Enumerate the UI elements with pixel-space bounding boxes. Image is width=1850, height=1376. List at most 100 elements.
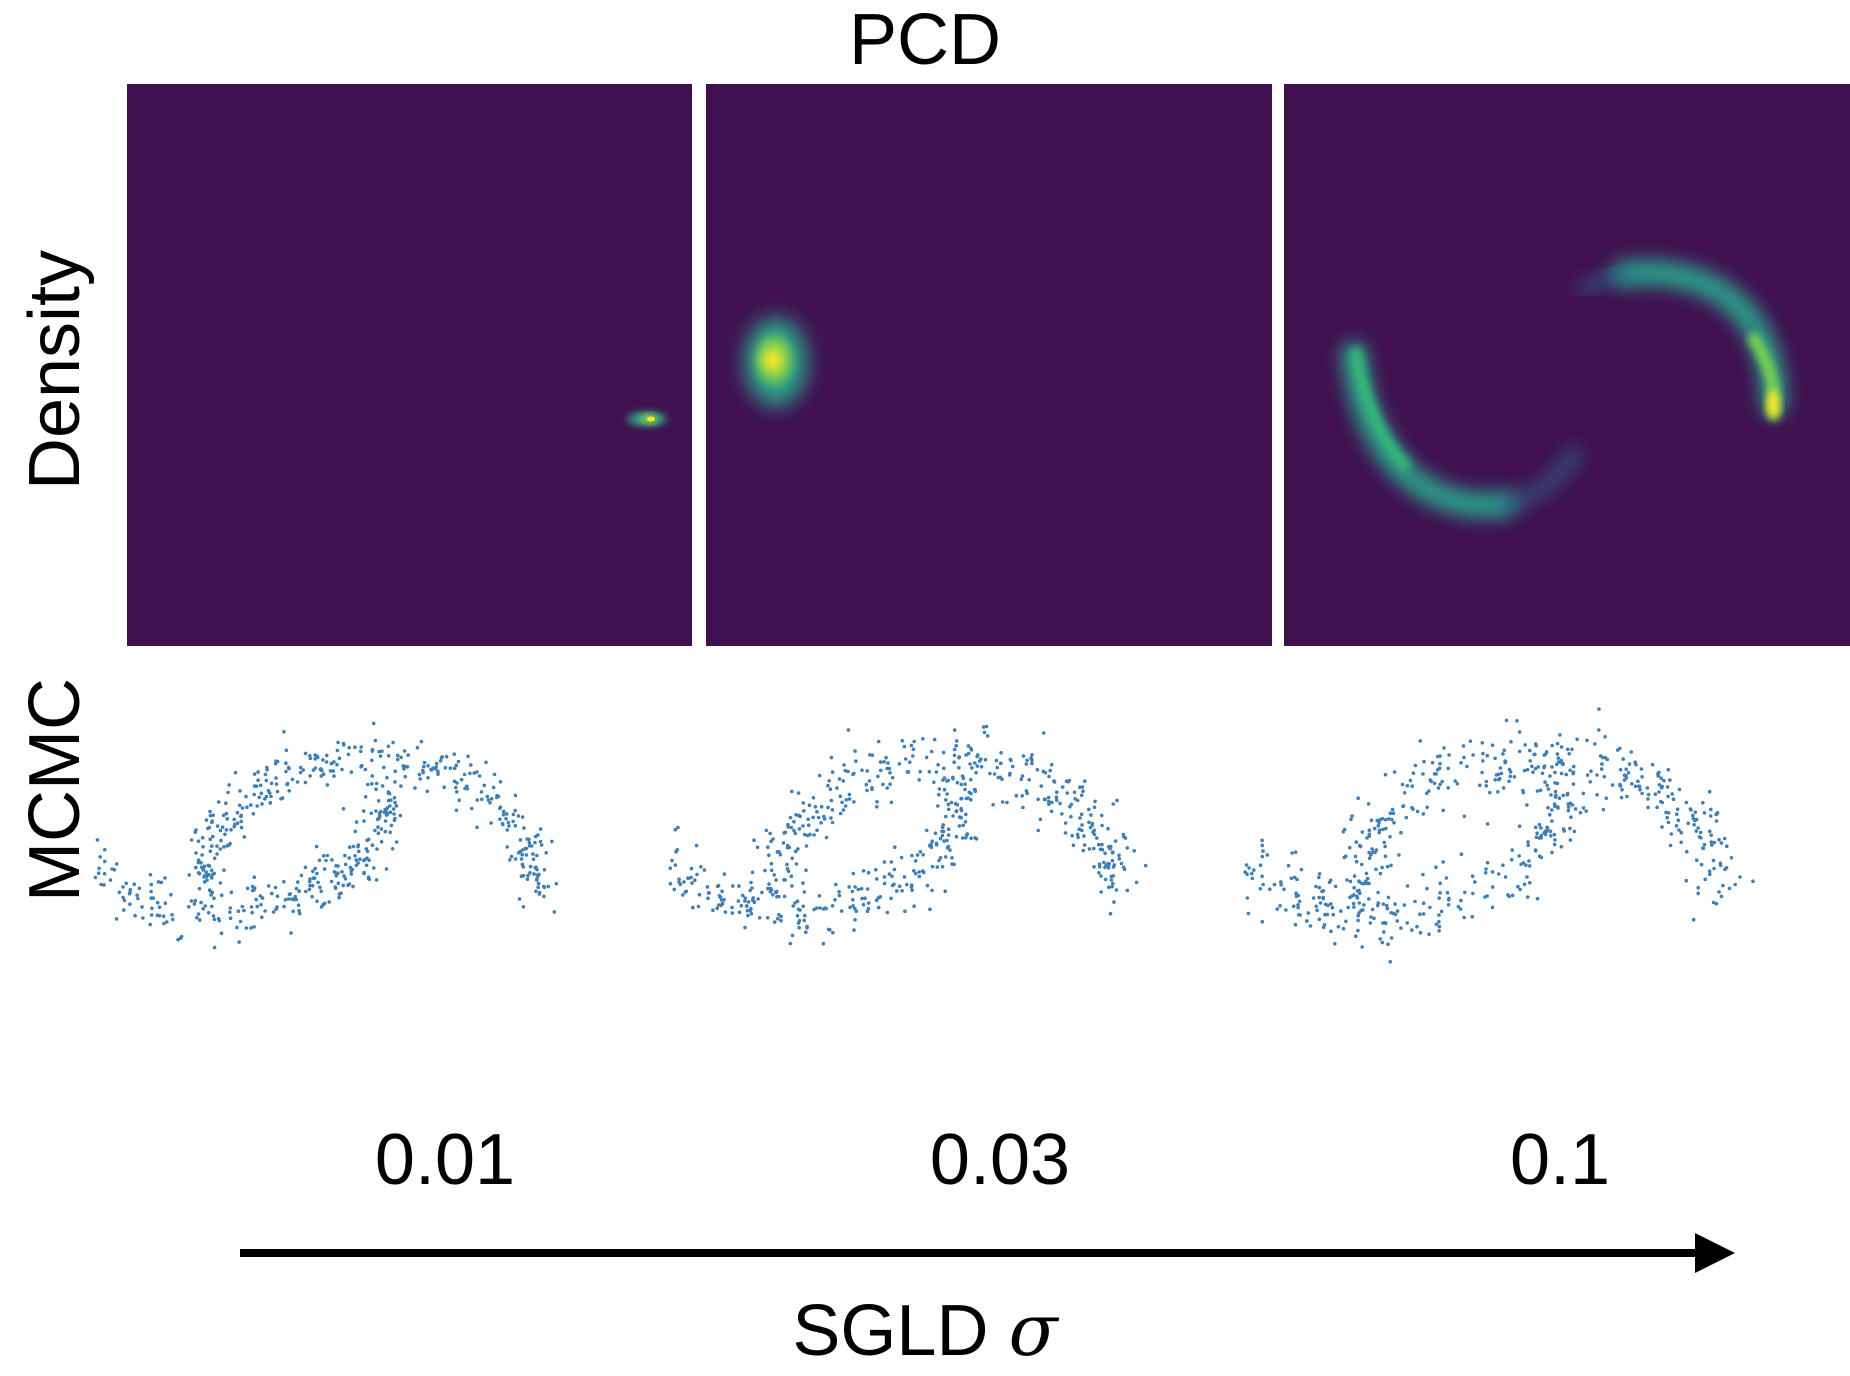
- scatter-point: [1496, 790, 1500, 794]
- scatter-point: [1533, 848, 1538, 853]
- scatter-point: [690, 881, 694, 885]
- scatter-point: [1314, 884, 1318, 889]
- scatter-point: [1559, 758, 1564, 763]
- scatter-point: [772, 920, 777, 924]
- scatter-point: [418, 777, 423, 781]
- scatter-point: [162, 921, 166, 926]
- scatter-point: [1008, 757, 1013, 762]
- scatter-point: [720, 901, 725, 906]
- scatter-point: [392, 795, 397, 800]
- scatter-point: [1559, 845, 1564, 849]
- scatter-point: [837, 893, 842, 898]
- scatter-point: [750, 870, 755, 875]
- scatter-point: [219, 931, 224, 935]
- scatter-point: [170, 913, 174, 917]
- scatter-point: [1389, 936, 1394, 940]
- scatter-point: [1516, 884, 1520, 889]
- scatter-point: [1481, 759, 1485, 763]
- scatter-point: [1063, 831, 1068, 835]
- scatter-point: [977, 759, 982, 763]
- scatter-point: [1633, 760, 1637, 764]
- scatter-point: [752, 900, 757, 904]
- scatter-point: [1601, 807, 1606, 812]
- scatter-point: [1093, 799, 1097, 804]
- scatter-point: [148, 872, 153, 877]
- scatter-point: [1321, 895, 1325, 900]
- scatter-point: [303, 865, 308, 870]
- scatter-point: [421, 768, 425, 773]
- scatter-point: [940, 833, 945, 838]
- scatter-point: [347, 856, 352, 860]
- scatter-point: [802, 832, 807, 837]
- scatter-point: [1553, 789, 1558, 794]
- scatter-point: [342, 874, 346, 878]
- scatter-point: [1341, 926, 1346, 931]
- scatter-point: [1272, 882, 1277, 887]
- scatter-point: [1071, 843, 1076, 848]
- scatter-point: [196, 912, 201, 916]
- scatter-point: [1565, 747, 1570, 752]
- scatter-point: [208, 837, 212, 842]
- scatter-point: [1599, 767, 1604, 771]
- scatter-point: [403, 774, 408, 779]
- scatter-point: [1382, 930, 1386, 934]
- scatter-point: [298, 765, 303, 770]
- scatter-point: [507, 824, 511, 828]
- scatter-point: [966, 744, 971, 748]
- scatter-point: [1260, 838, 1264, 843]
- scatter-point: [527, 837, 531, 842]
- scatter-point: [1714, 819, 1719, 823]
- scatter-point: [365, 856, 369, 860]
- scatter-point: [1646, 797, 1650, 801]
- scatter-point: [1392, 820, 1396, 825]
- scatter-point: [488, 801, 492, 805]
- scatter-point: [1507, 779, 1511, 784]
- scatter-point: [128, 887, 133, 892]
- scatter-point: [1455, 781, 1460, 786]
- scatter-point: [1686, 821, 1690, 826]
- scatter-point: [1421, 812, 1426, 816]
- scatter-point: [682, 880, 686, 884]
- scatter-point: [1352, 874, 1357, 878]
- scatter-point: [1615, 748, 1620, 752]
- scatter-point: [1384, 826, 1388, 831]
- scatter-point: [885, 786, 889, 790]
- scatter-point: [1401, 804, 1405, 809]
- scatter-point: [206, 826, 210, 831]
- scatter-point: [122, 908, 126, 912]
- scatter-point: [1550, 819, 1554, 823]
- scatter-point: [711, 908, 715, 912]
- scatter-point: [826, 783, 830, 788]
- scatter-point: [1243, 870, 1247, 874]
- scatter-point: [1067, 778, 1072, 783]
- scatter-point: [370, 782, 374, 786]
- scatter-point: [1490, 870, 1495, 874]
- scatter-point: [369, 811, 374, 816]
- scatter-point: [1405, 884, 1410, 888]
- x-axis-title-text: SGLD: [792, 1291, 1009, 1371]
- scatter-point: [209, 875, 214, 880]
- scatter-point: [232, 817, 236, 822]
- scatter-point: [1540, 771, 1545, 776]
- scatter-point: [1564, 772, 1568, 777]
- scatter-point: [992, 772, 997, 776]
- scatter-point: [677, 880, 681, 884]
- scatter-point: [694, 843, 699, 848]
- scatter-point: [237, 803, 242, 808]
- scatter-point: [794, 862, 799, 866]
- scatter-point: [748, 888, 752, 893]
- scatter-point: [155, 900, 160, 905]
- scatter-point: [1297, 899, 1302, 904]
- scatter-point: [946, 802, 951, 807]
- scatter-point: [1247, 866, 1251, 870]
- scatter-point: [1261, 849, 1265, 853]
- scatter-point: [805, 926, 809, 930]
- scatter-point: [1108, 911, 1113, 916]
- scatter-point: [1293, 850, 1298, 854]
- scatter-point: [1092, 865, 1096, 869]
- scatter-point: [347, 845, 352, 849]
- scatter-point: [826, 927, 831, 932]
- scatter-point: [438, 759, 443, 763]
- scatter-point: [193, 830, 198, 834]
- scatter-point: [1047, 799, 1051, 804]
